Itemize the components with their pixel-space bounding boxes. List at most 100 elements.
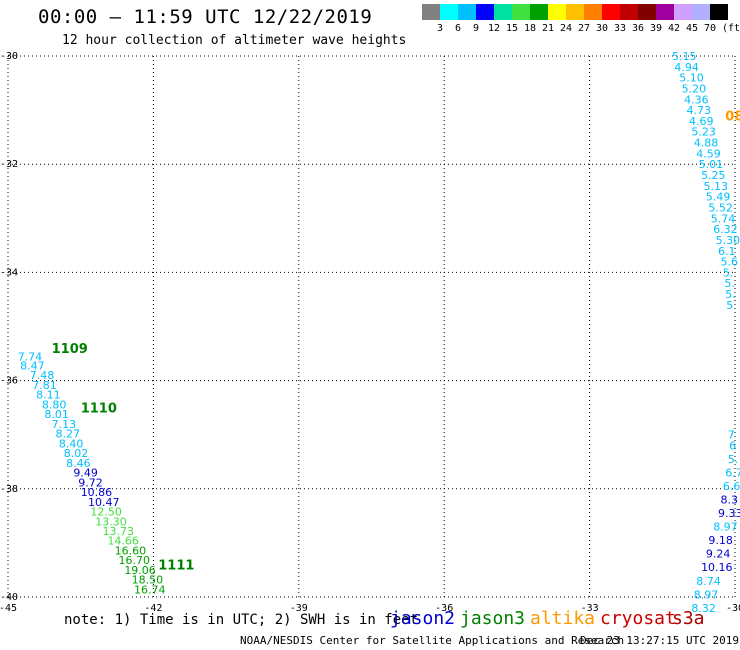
wave-height-label: 7.81	[32, 379, 57, 392]
footnote: note: 1) Time is in UTC; 2) SWH is in fe…	[64, 612, 419, 628]
wave-height-label: 8.40	[59, 437, 84, 450]
wave-height-label: 10.16	[701, 561, 733, 574]
wave-height-label: 4.69	[689, 115, 714, 128]
wave-height-label: 5.49	[706, 191, 731, 204]
colorbar-swatch	[422, 4, 440, 20]
colorbar-label: 33	[613, 23, 627, 34]
x-tick-label: -30	[726, 603, 740, 614]
wave-height-label: 7.13	[52, 418, 76, 431]
colorbar-swatch	[548, 4, 566, 20]
generated-timestamp: Dec 23 13:27:15 UTC 2019	[580, 634, 739, 647]
wave-height-label: 5.01	[699, 158, 724, 171]
y-tick-label: -30	[0, 51, 18, 62]
colorbar-swatch	[440, 4, 458, 20]
wave-height-label: 8.47	[20, 359, 45, 372]
wave-height-label: 16.60	[115, 544, 147, 557]
wave-height-label: 6.32	[713, 223, 738, 236]
x-tick-label: -42	[144, 603, 162, 614]
colorbar-swatch	[476, 4, 494, 20]
colorbar-swatch	[692, 4, 710, 20]
y-tick-label: -38	[0, 484, 18, 495]
wave-height-label: 5.	[728, 453, 739, 466]
wave-height-label: 8.27	[55, 428, 79, 441]
wave-height-label: 6	[729, 440, 736, 453]
wave-height-label: 5.6	[720, 256, 738, 269]
y-tick-label: -34	[0, 267, 18, 278]
wave-height-label: 13.30	[95, 515, 127, 528]
wave-height-label: 4.59	[696, 147, 721, 160]
wave-height-label: 9.49	[73, 467, 98, 480]
wave-height-label: 8.02	[64, 447, 88, 460]
colorbar-label: 39	[649, 23, 663, 34]
wave-height-label: 5.30	[716, 234, 740, 247]
page-subtitle: 12 hour collection of altimeter wave hei…	[62, 33, 407, 48]
y-tick-label: -40	[0, 592, 18, 603]
x-tick-label: -36	[435, 603, 453, 614]
page-title: 00:00 – 11:59 UTC 12/22/2019	[38, 6, 373, 28]
wave-height-label: 7	[728, 429, 735, 442]
pass-time-label: 1110	[81, 402, 117, 417]
legend-cryosat: cryosat	[600, 608, 676, 629]
wave-height-label: 12.50	[90, 506, 122, 519]
wave-height-label: 6.7	[725, 467, 740, 480]
colorbar-swatch	[656, 4, 674, 20]
wave-height-label: 5.15	[672, 50, 697, 63]
credit-line: NOAA/NESDIS Center for Satellite Applica…	[240, 634, 625, 647]
wave-height-label: 5.	[724, 277, 735, 290]
pass-time-label: 1111	[158, 559, 194, 574]
colorbar-label: 24	[559, 23, 573, 34]
colorbar-label: 15	[505, 23, 519, 34]
wave-height-label: 5.13	[703, 180, 728, 193]
colorbar-label: 45	[685, 23, 699, 34]
wave-height-label: 5.23	[691, 126, 716, 139]
colorbar-label: 18	[523, 23, 537, 34]
legend-s3a: s3a	[672, 608, 705, 629]
colorbar-swatch	[512, 4, 530, 20]
colorbar-label: 30	[595, 23, 609, 34]
wave-height-label: 5.20	[682, 82, 707, 95]
y-tick-label: -36	[0, 376, 18, 387]
colorbar-swatch	[620, 4, 638, 20]
wave-height-label: 16.70	[119, 554, 151, 567]
wave-height-label: 4.94	[674, 61, 699, 74]
legend-jason3: jason3	[460, 608, 526, 629]
wave-height-label: 8.46	[66, 457, 91, 470]
wave-height-label: 4.73	[687, 104, 712, 117]
wave-height-label: 13.73	[103, 525, 135, 538]
wave-height-label: 4.88	[694, 137, 719, 150]
wave-height-label: 8.74	[696, 575, 721, 588]
colorbar-label: 3	[436, 23, 444, 34]
wave-height-label: 8.11	[36, 389, 61, 402]
colorbar-swatch	[566, 4, 584, 20]
colorbar-swatch	[602, 4, 620, 20]
wave-height-label: 8.97	[713, 521, 738, 534]
wave-height-label: 18.50	[132, 574, 164, 587]
pass-time-label: 0822	[725, 110, 740, 125]
colorbar-swatch	[530, 4, 548, 20]
colorbar-unit: (ft)	[722, 23, 740, 34]
wave-height-label: 5.	[725, 288, 736, 301]
wave-height-label: 5	[726, 299, 733, 312]
colorbar-swatch	[584, 4, 602, 20]
wave-height-label: 9.24	[706, 548, 731, 561]
wave-height-label: 5.52	[708, 201, 733, 214]
pass-time-label: 1109	[52, 342, 88, 357]
colorbar-label: 36	[631, 23, 645, 34]
colorbar-label: 27	[577, 23, 591, 34]
wave-height-label: 8.97	[694, 588, 719, 601]
legend-jason2: jason2	[390, 608, 456, 629]
wave-height-label: 7.48	[30, 369, 54, 382]
wave-height-label: 19.06	[124, 564, 156, 577]
wave-height-label: 10.47	[88, 496, 120, 509]
wave-height-label: 9.72	[78, 476, 103, 489]
x-tick-label: -33	[581, 603, 599, 614]
wave-height-label: 9.33	[718, 507, 740, 520]
colorbar-label: 70	[703, 23, 717, 34]
colorbar-swatch	[638, 4, 656, 20]
colorbar-label: 9	[472, 23, 480, 34]
colorbar-swatch	[674, 4, 692, 20]
colorbar-swatch	[458, 4, 476, 20]
wave-height-label: 9.18	[708, 534, 733, 547]
legend-altika: altika	[530, 608, 596, 629]
wave-height-label: 16.74	[134, 583, 166, 596]
